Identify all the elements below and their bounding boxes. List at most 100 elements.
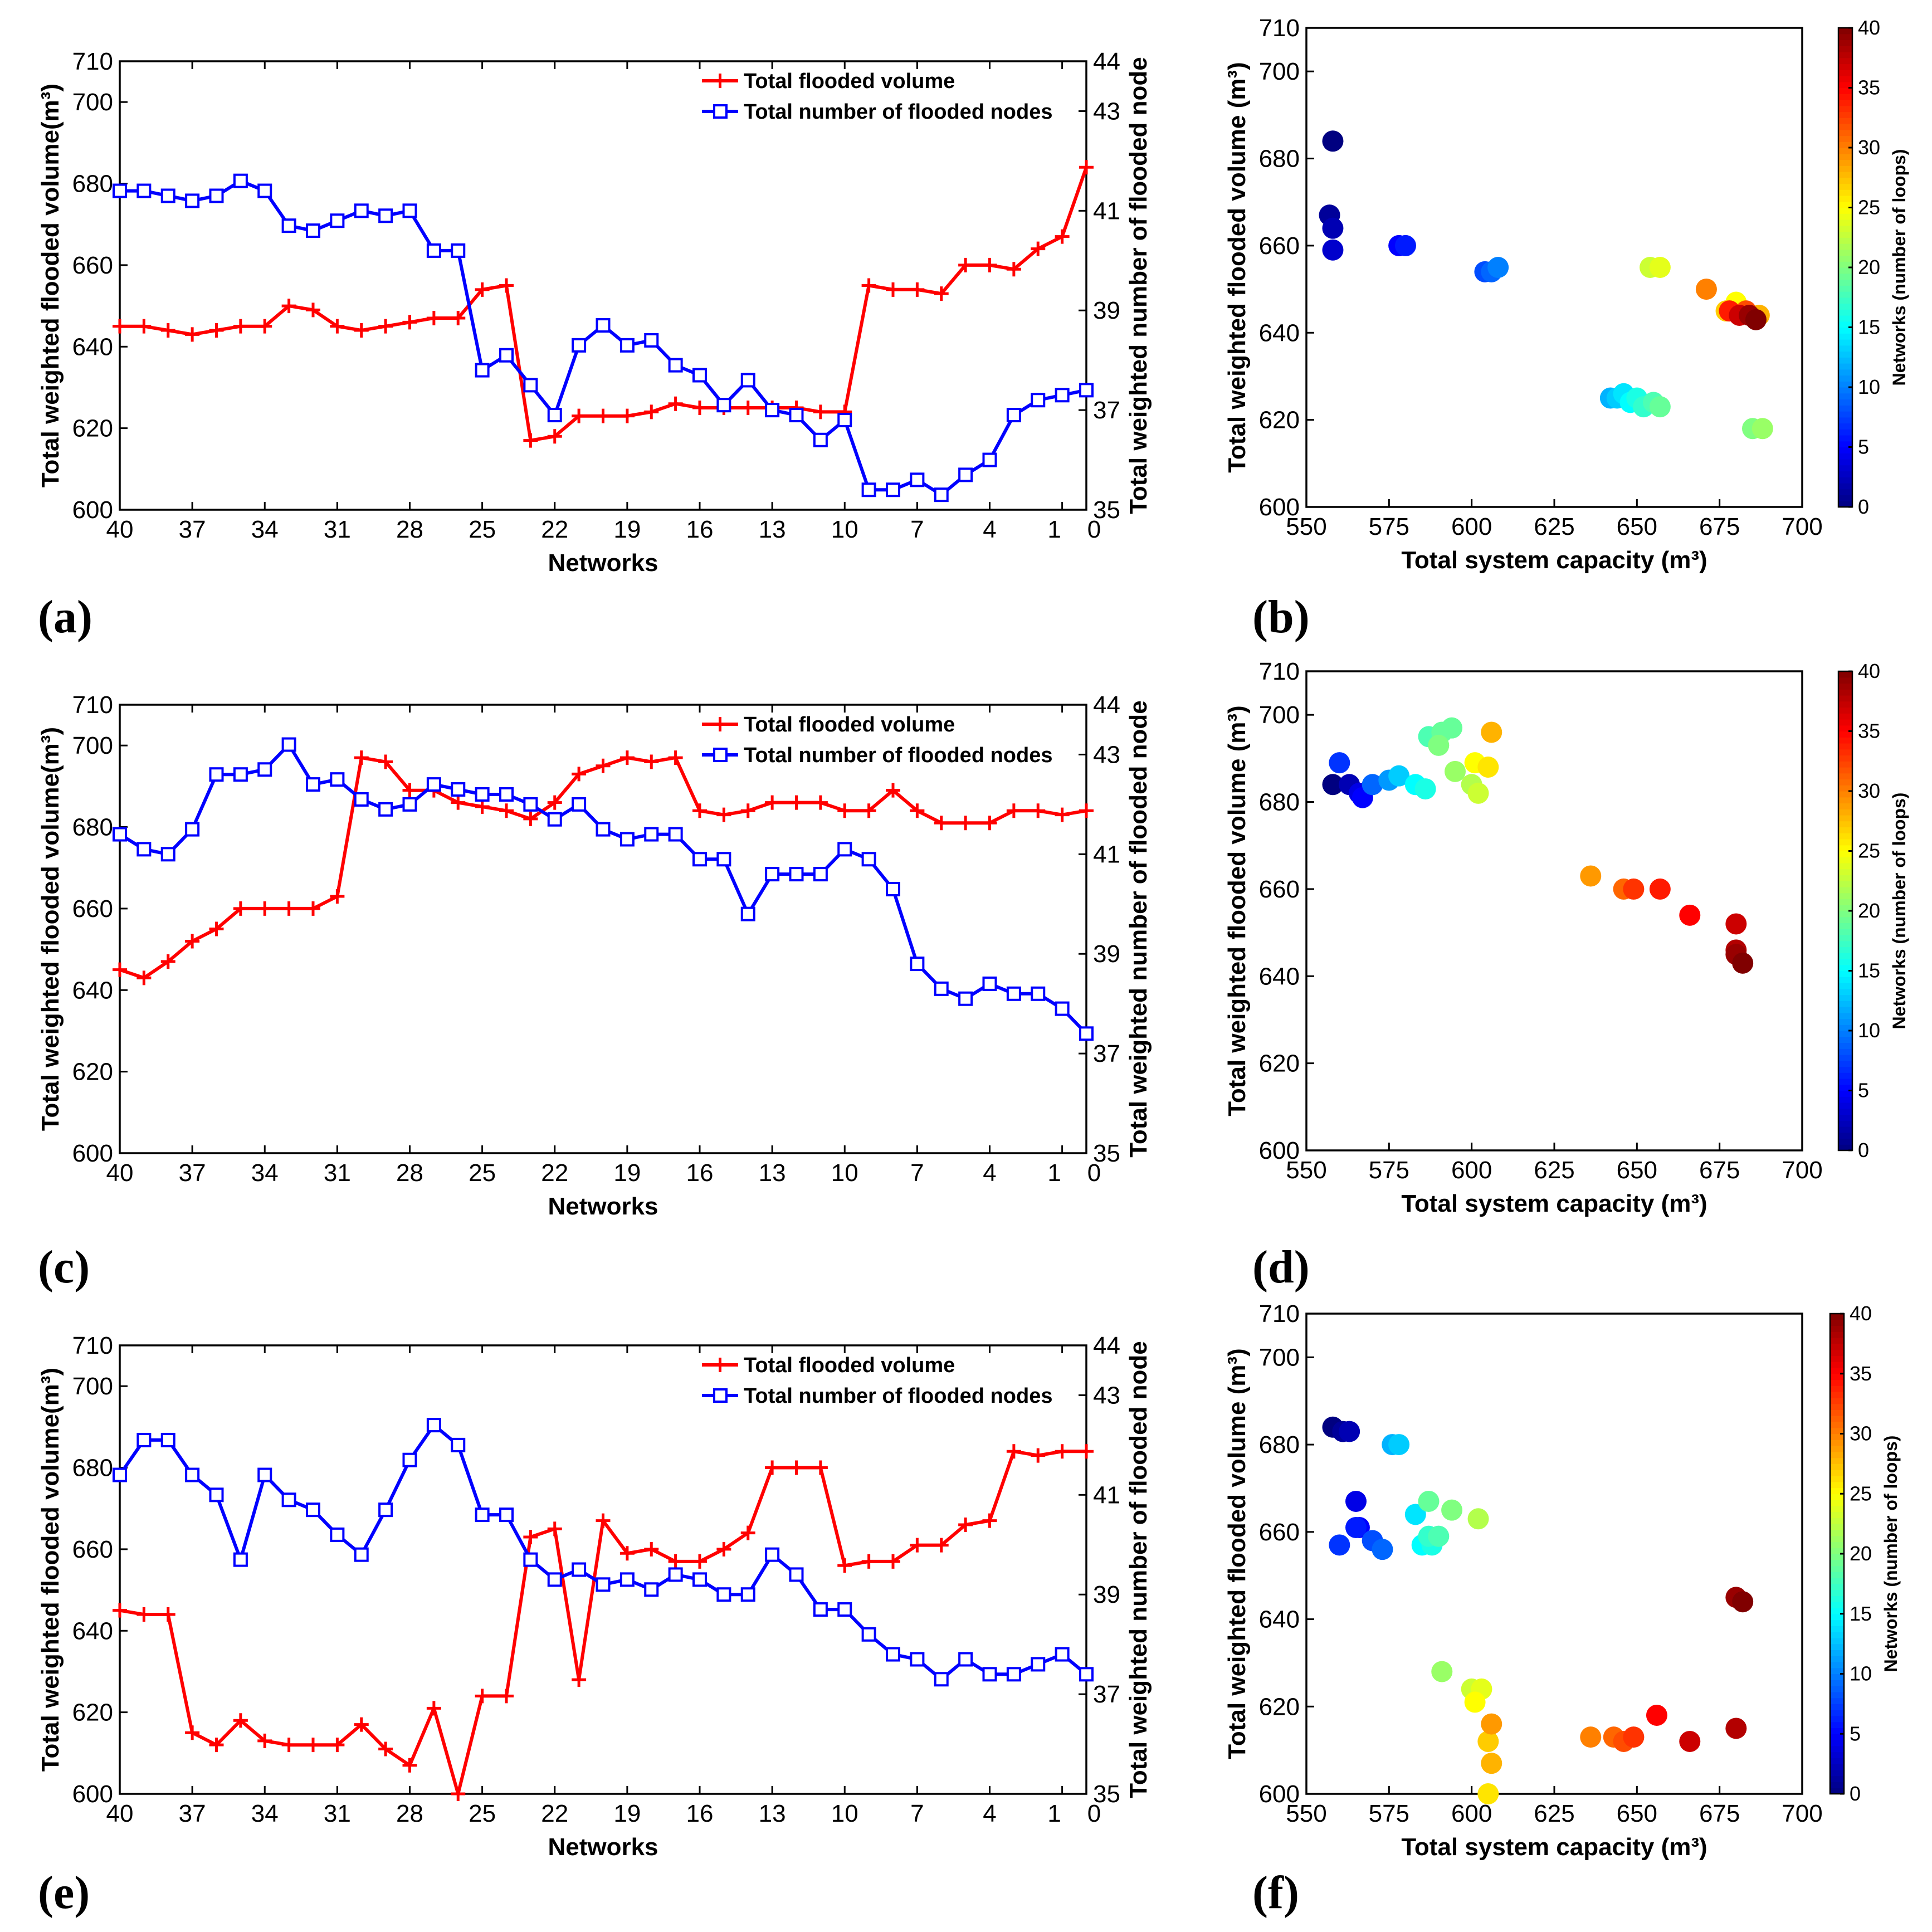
colorbar-segment xyxy=(1830,1421,1844,1428)
y-tick-label: 620 xyxy=(72,1699,113,1726)
colorbar-segment xyxy=(1830,1745,1844,1753)
legend-nodes-marker xyxy=(713,748,728,762)
colorbar-segment xyxy=(1830,1433,1844,1440)
colorbar-tick-label: 0 xyxy=(1858,1139,1869,1162)
nodes-point-marker xyxy=(160,188,175,203)
volume-point-marker xyxy=(547,1521,562,1536)
colorbar-tick-label: 10 xyxy=(1858,375,1880,398)
colorbar-segment xyxy=(1838,465,1852,472)
colorbar-segment xyxy=(1838,237,1852,244)
colorbar-segment xyxy=(1838,1120,1852,1127)
legend-nodes-label: Total number of flooded nodes xyxy=(744,1384,1053,1408)
x-tick-label: 19 xyxy=(613,516,641,543)
colorbar-segment xyxy=(1838,929,1852,935)
volume-point-marker xyxy=(354,750,369,765)
colorbar-tick-label: 30 xyxy=(1858,136,1880,159)
volume-point-marker xyxy=(644,754,659,769)
nodes-point-marker xyxy=(185,1467,200,1482)
y-tick-label: 700 xyxy=(1259,701,1300,729)
colorbar-segment xyxy=(1830,1487,1844,1494)
colorbar-segment xyxy=(1830,1613,1844,1621)
colorbar-segment xyxy=(1838,501,1852,508)
nodes-point-marker xyxy=(1079,1026,1094,1041)
volume-point-marker xyxy=(354,323,369,338)
volume-point-marker xyxy=(740,803,755,818)
nodes-point-marker xyxy=(716,852,731,867)
colorbar-segment xyxy=(1838,135,1852,142)
colorbar-segment xyxy=(1838,1048,1852,1055)
x-tick-label: 37 xyxy=(179,1800,206,1827)
volume-point-marker xyxy=(306,901,320,916)
volume-point-marker xyxy=(572,1672,587,1687)
x-tick-label: 625 xyxy=(1534,1157,1574,1184)
volume-point-marker xyxy=(547,429,562,444)
volume-point-marker xyxy=(499,278,514,293)
nodes-point-marker xyxy=(330,772,345,787)
volume-point-marker xyxy=(910,803,925,818)
nodes-point-marker xyxy=(233,173,248,188)
y-tick-label: 620 xyxy=(1259,407,1300,434)
colorbar-segment xyxy=(1838,100,1852,106)
volume-point-marker xyxy=(1055,807,1070,822)
colorbar-segment xyxy=(1838,489,1852,496)
colorbar-segment xyxy=(1838,387,1852,394)
y-tick-label: 680 xyxy=(1259,1431,1300,1458)
colorbar-segment xyxy=(1838,1055,1852,1061)
x-tick-label: 31 xyxy=(324,1159,351,1187)
colorbar-segment xyxy=(1838,1060,1852,1067)
nodes-point-marker xyxy=(354,203,369,218)
volume-point-marker xyxy=(886,282,900,297)
volume-point-marker xyxy=(1055,229,1070,244)
volume-point-marker xyxy=(910,282,925,297)
colorbar-segment xyxy=(1830,1529,1844,1536)
legend-volume-label: Total flooded volume xyxy=(744,70,955,93)
scatter-point xyxy=(1679,904,1701,926)
colorbar-segment xyxy=(1830,1559,1844,1567)
colorbar-segment xyxy=(1830,1740,1844,1746)
nodes-point-marker xyxy=(886,1647,900,1662)
colorbar-segment xyxy=(1838,196,1852,202)
nodes-point-marker xyxy=(619,1572,635,1587)
scatter-point xyxy=(1431,1661,1453,1682)
volume-point-marker xyxy=(644,1541,659,1557)
colorbar-segment xyxy=(1838,357,1852,364)
colorbar-segment xyxy=(1830,1686,1844,1692)
colorbar-segment xyxy=(1838,124,1852,130)
colorbar-segment xyxy=(1838,351,1852,358)
nodes-point-marker xyxy=(789,1567,804,1582)
volume-point-marker xyxy=(281,901,296,916)
colorbar-segment xyxy=(1838,111,1852,118)
y-tick-label: 700 xyxy=(72,1373,113,1400)
colorbar-segment xyxy=(1838,719,1852,726)
nodes-point-marker xyxy=(596,1577,611,1592)
y-tick-label: 640 xyxy=(72,1617,113,1645)
plot-frame xyxy=(119,60,1087,511)
scatter-point xyxy=(1732,952,1754,974)
colorbar-segment xyxy=(1838,159,1852,166)
colorbar-segment xyxy=(1830,1362,1844,1368)
x-tick-label: 0 xyxy=(1087,1800,1101,1827)
scatter-point xyxy=(1725,1718,1747,1739)
colorbar-segment xyxy=(1830,1734,1844,1740)
nodes-point-marker xyxy=(765,867,780,882)
y2-tick-label: 35 xyxy=(1093,496,1120,524)
volume-point-marker xyxy=(982,1513,997,1528)
y-axis-title: Total weighted flooded volume(m³) xyxy=(37,84,64,487)
colorbar-segment xyxy=(1838,935,1852,941)
nodes-point-marker xyxy=(547,1572,562,1587)
x-axis-title: Networks xyxy=(548,1193,658,1220)
y-tick-label: 600 xyxy=(1259,494,1300,521)
nodes-point-marker xyxy=(281,218,296,233)
scatter-point xyxy=(1477,757,1499,778)
colorbar-segment xyxy=(1838,1018,1852,1025)
nodes-point-marker xyxy=(378,802,393,817)
nodes-point-marker xyxy=(1031,986,1046,1001)
scatter-point xyxy=(1467,782,1489,804)
nodes-point-marker xyxy=(113,1467,127,1482)
volume-point-marker xyxy=(644,404,659,419)
volume-point-marker xyxy=(958,1518,973,1532)
x-tick-label: 13 xyxy=(759,1800,786,1827)
nodes-point-marker xyxy=(837,842,852,857)
volume-point-marker xyxy=(523,433,538,448)
x-tick-label: 600 xyxy=(1451,1157,1492,1184)
